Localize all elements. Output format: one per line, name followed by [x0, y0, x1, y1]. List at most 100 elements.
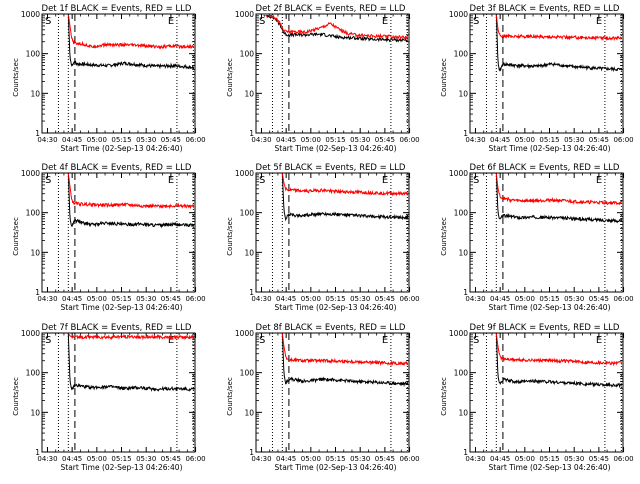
- x-tick-label: 06:00: [185, 455, 205, 463]
- x-tick-label: 04:45: [62, 455, 82, 463]
- x-tick-label: 04:45: [62, 136, 82, 144]
- y-tick-label: 1000: [449, 169, 468, 178]
- x-tick-label: 05:45: [161, 455, 181, 463]
- plot-frame: [42, 173, 195, 292]
- x-axis-label: Start Time (02-Sep-13 04:26:40): [61, 303, 183, 312]
- events-series-line: [68, 173, 195, 227]
- y-tick-label: 100: [26, 369, 41, 378]
- chart-title: Det 8f BLACK = Events, RED = LLD: [256, 323, 406, 333]
- x-tick-label: 05:00: [87, 136, 107, 144]
- start-marker: S: [45, 16, 51, 27]
- x-axis-label: Start Time (02-Sep-13 04:26:40): [275, 144, 397, 153]
- y-axis-label: Counts/sec: [226, 217, 234, 256]
- x-tick-label: 04:30: [37, 136, 57, 144]
- y-tick-label: 10: [244, 408, 254, 417]
- x-axis-label: Start Time (02-Sep-13 04:26:40): [489, 303, 611, 312]
- x-tick-label: 06:00: [399, 455, 419, 463]
- y-tick-label: 1000: [21, 10, 40, 19]
- x-tick-label: 05:30: [350, 136, 370, 144]
- plot-frame: [470, 173, 623, 292]
- x-tick-label: 05:30: [564, 295, 584, 303]
- plot-frame: [256, 14, 409, 133]
- y-tick-label: 10: [30, 248, 40, 257]
- y-axis-label: Counts/sec: [226, 377, 234, 416]
- chart-title: Det 6f BLACK = Events, RED = LLD: [470, 163, 620, 173]
- x-axis-label: Start Time (02-Sep-13 04:26:40): [61, 463, 183, 472]
- y-tick-label: 10: [30, 89, 40, 98]
- lld-series-line: [496, 333, 623, 365]
- x-tick-label: 04:30: [251, 295, 271, 303]
- x-tick-label: 05:15: [325, 295, 345, 303]
- lld-series-line: [496, 14, 623, 40]
- y-tick-label: 10: [244, 248, 254, 257]
- end-marker: E: [168, 16, 174, 27]
- chart-title: Det 1f BLACK = Events, RED = LLD: [42, 4, 192, 14]
- x-tick-label: 05:00: [87, 455, 107, 463]
- chart-title: Det 7f BLACK = Events, RED = LLD: [42, 323, 192, 333]
- y-tick-label: 1000: [235, 329, 254, 338]
- chart-panel-6: Det 6f BLACK = Events, RED = LLD11010010…: [440, 163, 634, 312]
- x-tick-label: 04:30: [251, 136, 271, 144]
- y-tick-label: 100: [454, 50, 469, 59]
- plot-frame: [42, 14, 195, 133]
- plot-frame: [470, 14, 623, 133]
- chart-panel-7: Det 7f BLACK = Events, RED = LLD11010010…: [12, 323, 206, 472]
- x-axis-label: Start Time (02-Sep-13 04:26:40): [275, 463, 397, 472]
- x-tick-label: 05:15: [325, 455, 345, 463]
- end-marker: E: [168, 175, 174, 186]
- start-marker: S: [259, 335, 265, 346]
- x-axis-label: Start Time (02-Sep-13 04:26:40): [61, 144, 183, 153]
- start-marker: S: [45, 335, 51, 346]
- end-marker: E: [382, 16, 388, 27]
- chart-panel-1: Det 1f BLACK = Events, RED = LLD11010010…: [12, 4, 206, 153]
- x-tick-label: 05:30: [350, 455, 370, 463]
- x-tick-label: 05:15: [111, 136, 131, 144]
- x-tick-label: 04:30: [465, 295, 485, 303]
- x-tick-label: 05:15: [325, 136, 345, 144]
- y-axis-label: Counts/sec: [12, 217, 20, 256]
- y-axis-label: Counts/sec: [226, 58, 234, 97]
- end-marker: E: [596, 175, 602, 186]
- chart-panel-9: Det 9f BLACK = Events, RED = LLD11010010…: [440, 323, 634, 472]
- x-tick-label: 05:30: [564, 455, 584, 463]
- x-tick-label: 04:45: [276, 136, 296, 144]
- events-series-line: [496, 173, 623, 222]
- lld-series-line: [68, 333, 195, 339]
- x-tick-label: 04:45: [490, 455, 510, 463]
- chart-panel-4: Det 4f BLACK = Events, RED = LLD11010010…: [12, 163, 206, 312]
- y-tick-label: 1000: [235, 169, 254, 178]
- y-tick-label: 1000: [21, 169, 40, 178]
- y-axis-label: Counts/sec: [440, 58, 448, 97]
- x-tick-label: 05:15: [539, 295, 559, 303]
- events-series-line: [496, 14, 623, 71]
- x-tick-label: 06:00: [613, 136, 633, 144]
- x-tick-label: 05:45: [589, 295, 609, 303]
- y-axis-label: Counts/sec: [12, 58, 20, 97]
- y-tick-label: 100: [26, 209, 41, 218]
- x-tick-label: 04:30: [37, 295, 57, 303]
- y-tick-label: 10: [458, 248, 468, 257]
- chart-panel-8: Det 8f BLACK = Events, RED = LLD11010010…: [226, 323, 420, 472]
- chart-title: Det 4f BLACK = Events, RED = LLD: [42, 163, 192, 173]
- x-axis-label: Start Time (02-Sep-13 04:26:40): [489, 463, 611, 472]
- start-marker: S: [259, 175, 265, 186]
- x-tick-label: 05:15: [111, 455, 131, 463]
- x-tick-label: 05:00: [301, 295, 321, 303]
- x-tick-label: 05:15: [539, 136, 559, 144]
- end-marker: E: [382, 335, 388, 346]
- x-tick-label: 05:30: [564, 136, 584, 144]
- x-tick-label: 04:45: [490, 136, 510, 144]
- y-tick-label: 1000: [21, 329, 40, 338]
- x-tick-label: 05:45: [161, 295, 181, 303]
- x-tick-label: 05:30: [350, 295, 370, 303]
- y-tick-label: 1000: [235, 10, 254, 19]
- y-tick-label: 100: [240, 209, 255, 218]
- x-tick-label: 04:45: [62, 295, 82, 303]
- y-tick-label: 100: [26, 50, 41, 59]
- end-marker: E: [596, 16, 602, 27]
- chart-title: Det 5f BLACK = Events, RED = LLD: [256, 163, 406, 173]
- x-tick-label: 05:45: [589, 455, 609, 463]
- lld-series-line: [282, 333, 409, 365]
- y-tick-label: 100: [454, 369, 469, 378]
